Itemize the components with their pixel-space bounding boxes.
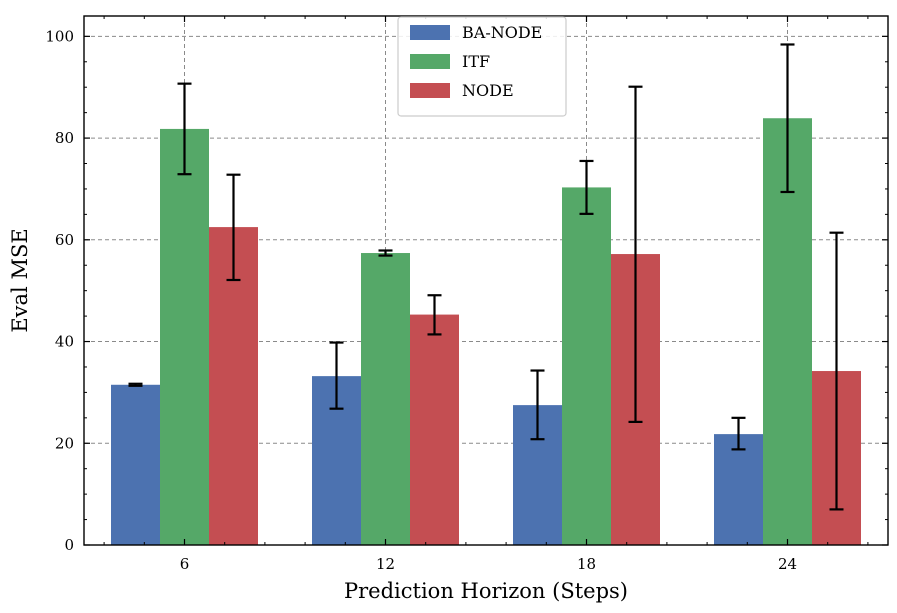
bar — [714, 434, 763, 545]
x-axis-title: Prediction Horizon (Steps) — [344, 579, 628, 603]
error-bars — [128, 43, 844, 511]
y-tick-label: 0 — [64, 536, 74, 554]
bars — [111, 118, 861, 546]
legend-swatch — [410, 54, 450, 69]
x-tick-label: 24 — [778, 555, 797, 573]
legend-swatch — [410, 83, 450, 98]
x-tick-label: 6 — [180, 555, 190, 573]
y-axis-title: Eval MSE — [8, 228, 32, 332]
y-tick-label: 60 — [55, 231, 74, 249]
legend-swatch — [410, 25, 450, 40]
bar — [111, 384, 160, 545]
tick-labels: 0 20 40 60 80 100 6 12 18 24 — [45, 27, 797, 573]
legend-label: NODE — [462, 81, 514, 100]
x-tick-label: 18 — [577, 555, 596, 573]
bar — [562, 187, 611, 545]
y-tick-label: 80 — [55, 129, 74, 147]
y-tick-label: 100 — [45, 27, 74, 45]
legend-label: BA-NODE — [462, 23, 542, 42]
legend: BA-NODE ITF NODE — [397, 16, 567, 117]
y-tick-label: 40 — [55, 333, 74, 351]
bar — [160, 128, 209, 546]
y-tick-label: 20 — [55, 434, 74, 452]
x-tick-label: 12 — [376, 555, 395, 573]
bar — [361, 253, 410, 545]
plot-frame — [83, 15, 889, 546]
bar — [410, 314, 459, 545]
legend-label: ITF — [462, 52, 490, 71]
